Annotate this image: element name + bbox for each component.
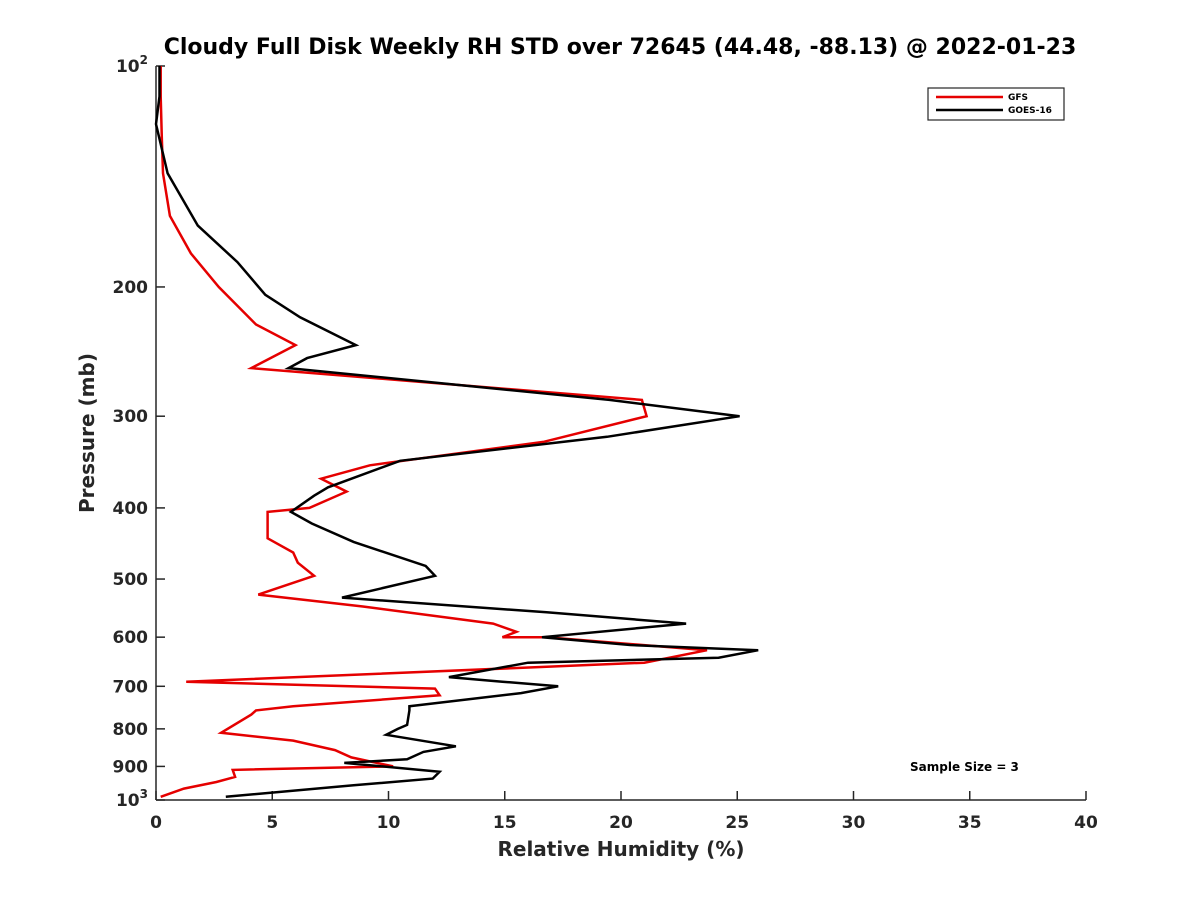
chart-title: Cloudy Full Disk Weekly RH STD over 7264…: [164, 35, 1077, 60]
legend-label-gfs: GFS: [1008, 93, 1028, 103]
y-tick-label: 700: [113, 677, 149, 697]
y-tick-exponent: 2: [140, 53, 148, 67]
series-line-gfs: [159, 66, 708, 798]
x-tick-label: 5: [266, 813, 278, 833]
x-tick-label: 30: [842, 813, 866, 833]
x-tick-label: 15: [493, 813, 517, 833]
series-line-goes16: [154, 66, 759, 799]
y-tick-label: 103: [116, 787, 148, 811]
y-axis-label: Pressure (mb): [75, 353, 99, 513]
x-tick-label: 25: [725, 813, 749, 833]
y-tick-exponent: 3: [140, 787, 148, 801]
y-tick-base: 10: [116, 791, 140, 811]
y-tick-label: 400: [113, 499, 149, 519]
sample-size-annotation: Sample Size = 3: [910, 760, 1019, 774]
y-tick-label: 200: [113, 278, 149, 298]
x-tick-label: 10: [377, 813, 401, 833]
y-tick-label: 800: [113, 720, 149, 740]
plot-area: [155, 66, 1086, 801]
y-tick-label: 102: [116, 53, 148, 77]
legend-label-goes16: GOES-16: [1008, 106, 1052, 116]
y-tick-label: 900: [113, 757, 149, 777]
legend-box: [927, 87, 1065, 121]
x-axis-label: Relative Humidity (%): [497, 837, 744, 861]
y-tick-label: 600: [113, 628, 149, 648]
x-tick-label: 40: [1074, 813, 1098, 833]
x-tick-label: 35: [958, 813, 982, 833]
y-tick-label: 300: [113, 407, 149, 427]
series-layer: [154, 66, 759, 799]
x-axis-ticks: 0 5 10 15 20 25 30 35 40: [150, 791, 1098, 833]
x-tick-label: 0: [150, 813, 162, 833]
y-tick-base: 10: [116, 57, 140, 77]
legend: GFS GOES-16: [927, 87, 1065, 121]
x-tick-label: 20: [609, 813, 633, 833]
y-tick-label: 500: [113, 570, 149, 590]
